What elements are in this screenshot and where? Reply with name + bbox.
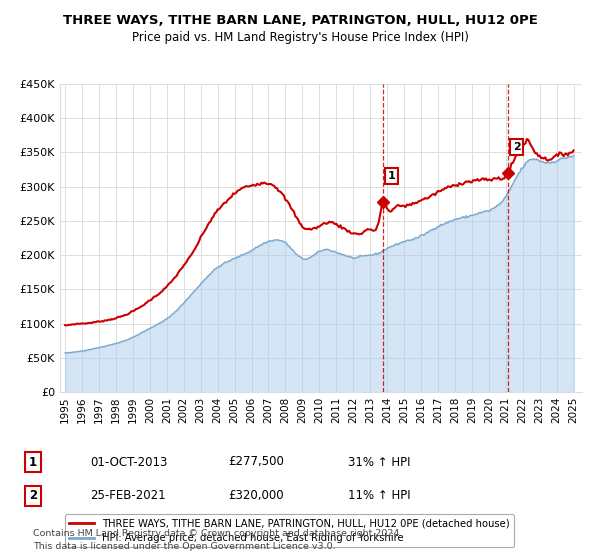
Text: £277,500: £277,500	[228, 455, 284, 469]
Legend: THREE WAYS, TITHE BARN LANE, PATRINGTON, HULL, HU12 0PE (detached house), HPI: A: THREE WAYS, TITHE BARN LANE, PATRINGTON,…	[65, 514, 514, 547]
Text: 2: 2	[513, 142, 521, 152]
Text: 2: 2	[29, 489, 37, 502]
Text: THREE WAYS, TITHE BARN LANE, PATRINGTON, HULL, HU12 0PE: THREE WAYS, TITHE BARN LANE, PATRINGTON,…	[62, 14, 538, 27]
Text: 01-OCT-2013: 01-OCT-2013	[90, 455, 167, 469]
Text: 1: 1	[388, 171, 395, 181]
Text: £320,000: £320,000	[228, 489, 284, 502]
Text: Contains HM Land Registry data © Crown copyright and database right 2024.
This d: Contains HM Land Registry data © Crown c…	[33, 529, 403, 550]
Text: Price paid vs. HM Land Registry's House Price Index (HPI): Price paid vs. HM Land Registry's House …	[131, 31, 469, 44]
Text: 1: 1	[29, 455, 37, 469]
Text: 25-FEB-2021: 25-FEB-2021	[90, 489, 166, 502]
Text: 11% ↑ HPI: 11% ↑ HPI	[348, 489, 410, 502]
Text: 31% ↑ HPI: 31% ↑ HPI	[348, 455, 410, 469]
